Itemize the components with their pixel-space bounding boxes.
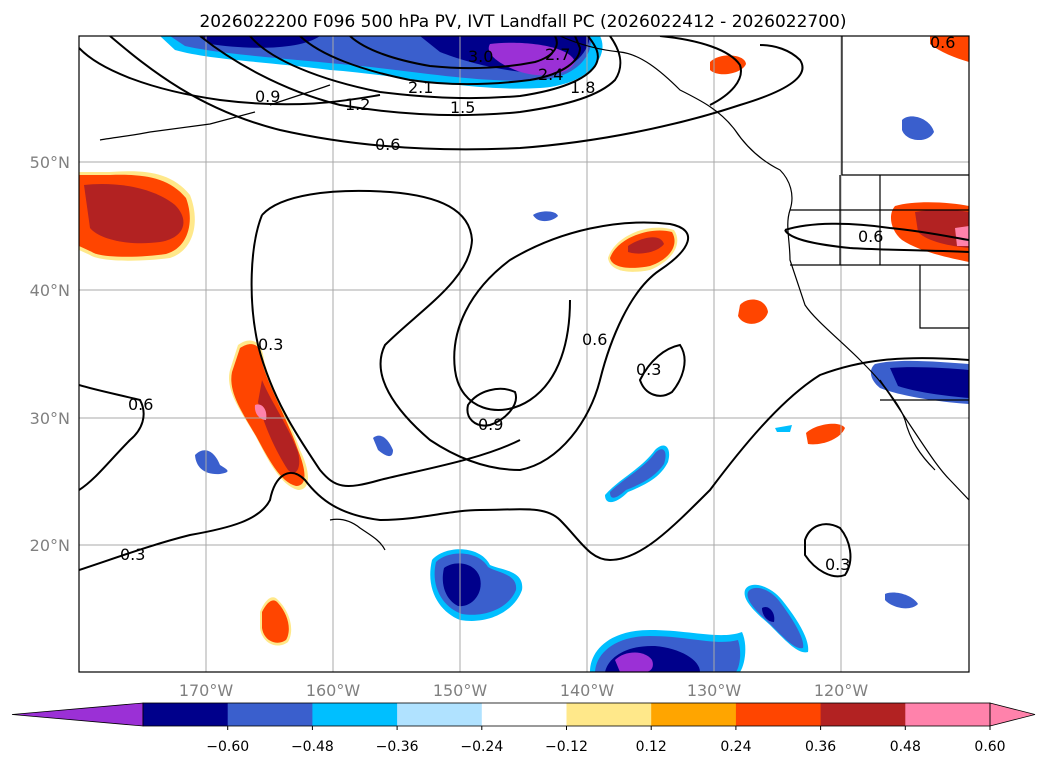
contour-label: 0.6	[930, 33, 955, 52]
colorbar-cell	[143, 703, 229, 726]
colorbar-cell	[566, 703, 652, 726]
lon-label: 160°W	[306, 681, 361, 700]
colorbar-label: 0.60	[974, 739, 1005, 755]
contour-label: 0.3	[636, 360, 661, 379]
contour-labels: 0.9 1.2 2.1 1.5 1.8 2.4 3.0 2.7 0.6 0.6 …	[120, 33, 955, 574]
colorbar-extend-min	[11, 702, 144, 727]
colorbar-extend-max	[989, 702, 1036, 727]
colorbar-cell	[651, 703, 737, 726]
colorbar-label: 0.24	[720, 739, 751, 755]
map-panel: 0.9 1.2 2.1 1.5 1.8 2.4 3.0 2.7 0.6 0.6 …	[79, 33, 969, 672]
lon-label: 130°W	[687, 681, 742, 700]
lon-label: 150°W	[433, 681, 488, 700]
colorbar-cell	[905, 703, 991, 726]
colorbar-cell	[312, 703, 398, 726]
contour-label: 2.1	[408, 78, 433, 97]
latitude-labels: 50°N 40°N 30°N 20°N	[30, 153, 70, 555]
lon-label: 140°W	[560, 681, 615, 700]
colorbar-cell	[397, 703, 483, 726]
colorbar-cell	[481, 703, 567, 726]
lon-label: 170°W	[179, 681, 234, 700]
gridlines	[79, 36, 969, 672]
figure-title: 2026022200 F096 500 hPa PV, IVT Landfall…	[199, 12, 846, 32]
colorbar-cell	[227, 703, 313, 726]
lon-label: 120°W	[814, 681, 869, 700]
colorbar-label: 0.36	[805, 739, 836, 755]
colorbar-cell	[820, 703, 906, 726]
contour-label: 0.3	[120, 545, 145, 564]
contour-label: 0.6	[128, 395, 153, 414]
contour-label: 1.2	[345, 95, 370, 114]
colorbar-cells	[11, 702, 1036, 727]
lat-label: 30°N	[30, 409, 70, 428]
contour-label: 1.5	[450, 98, 475, 117]
colorbar: −0.60 −0.48 −0.36 −0.24 −0.12 0.12 0.24 0.36 0.4…	[11, 702, 1036, 755]
lat-label: 40°N	[30, 281, 70, 300]
colorbar-cell	[735, 703, 822, 726]
contour-label: 0.9	[478, 415, 503, 434]
lat-label: 50°N	[30, 153, 70, 172]
contour-label: 3.0	[468, 47, 493, 66]
contour-label: 0.6	[582, 330, 607, 349]
colorbar-ticks: −0.60 −0.48 −0.36 −0.24 −0.12 0.12 0.24 0.36 0.4…	[206, 726, 1006, 755]
longitude-labels: 170°W 160°W 150°W 140°W 130°W 120°W	[179, 681, 869, 700]
colorbar-label: −0.60	[206, 739, 249, 755]
colorbar-label: −0.48	[291, 739, 334, 755]
contour-label: 0.6	[375, 135, 400, 154]
contour-label: 0.3	[258, 335, 283, 354]
contour-label: 0.3	[825, 555, 850, 574]
colorbar-label: −0.36	[376, 739, 419, 755]
colorbar-label: −0.24	[460, 739, 503, 755]
contour-label: 0.6	[858, 227, 883, 246]
lat-label: 20°N	[30, 536, 70, 555]
map-frame	[78, 35, 970, 673]
coastlines	[99, 36, 969, 551]
colorbar-label: −0.12	[545, 739, 588, 755]
pv-contours	[79, 36, 969, 578]
colorbar-label: 0.12	[636, 739, 667, 755]
contour-label: 1.8	[570, 78, 595, 97]
contour-label: 2.7	[545, 45, 570, 64]
colorbar-label: 0.48	[890, 739, 921, 755]
contour-label: 0.9	[255, 87, 280, 106]
contour-label: 2.4	[538, 65, 563, 84]
